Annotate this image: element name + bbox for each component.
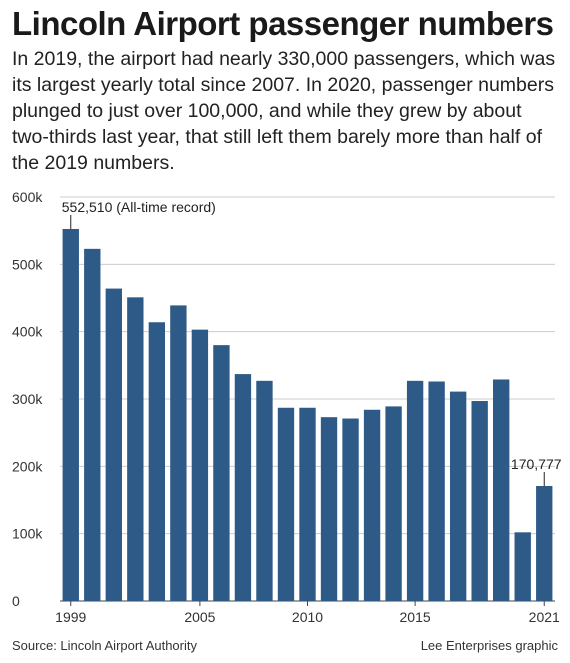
y-tick-label: 100k bbox=[12, 526, 43, 542]
y-tick-label: 0 bbox=[12, 593, 20, 609]
x-axis: 1999 2005 2010 2015 2021 bbox=[55, 601, 560, 625]
bar-2001 bbox=[105, 288, 122, 601]
bar-2021 bbox=[536, 486, 553, 601]
bar-2009 bbox=[277, 407, 295, 601]
bar-2003 bbox=[148, 322, 166, 601]
source-note: Source: Lincoln Airport Authority bbox=[12, 638, 197, 653]
y-tick-label: 300k bbox=[12, 391, 43, 407]
bar-2007 bbox=[234, 374, 252, 601]
annotations: 552,510 (All-time record) 170,777 bbox=[62, 199, 562, 487]
annotation-label: 170,777 bbox=[511, 456, 562, 472]
bar-chart: 0 100k 200k 300k 400k 500k 600k 1999 2005 2010 20… bbox=[12, 189, 562, 625]
bar-2014 bbox=[385, 406, 402, 601]
bar-2020 bbox=[514, 532, 531, 601]
bar-2016 bbox=[428, 381, 445, 601]
bar-2000 bbox=[84, 248, 101, 601]
chart-title: Lincoln Airport passenger numbers bbox=[12, 5, 554, 42]
bar-2012 bbox=[342, 418, 359, 601]
bar-2005 bbox=[191, 329, 209, 601]
bar-2019 bbox=[493, 379, 510, 601]
x-tick-label: 2021 bbox=[529, 609, 560, 625]
x-tick-label: 1999 bbox=[55, 609, 86, 625]
y-tick-label: 600k bbox=[12, 189, 43, 205]
annotation-label: 552,510 (All-time record) bbox=[62, 199, 216, 215]
bar-1999 bbox=[62, 228, 79, 601]
y-tick-label: 200k bbox=[12, 458, 43, 474]
bar-2018 bbox=[471, 401, 488, 601]
y-tick-label: 500k bbox=[12, 256, 43, 272]
bar-2010 bbox=[299, 407, 316, 601]
chart-subtitle: In 2019, the airport had nearly 330,000 … bbox=[12, 48, 556, 174]
bar-2015 bbox=[406, 380, 424, 601]
credit-note: Lee Enterprises graphic bbox=[420, 638, 558, 653]
x-tick-label: 2010 bbox=[292, 609, 323, 625]
bar-2002 bbox=[127, 297, 144, 601]
x-tick-label: 2005 bbox=[184, 609, 215, 625]
bar-2011 bbox=[320, 417, 338, 601]
bars bbox=[62, 228, 553, 601]
bar-2006 bbox=[213, 345, 230, 601]
x-tick-label: 2015 bbox=[400, 609, 431, 625]
bar-2013 bbox=[363, 409, 381, 601]
y-axis: 0 100k 200k 300k 400k 500k 600k bbox=[12, 189, 43, 609]
y-tick-label: 400k bbox=[12, 324, 43, 340]
bar-2008 bbox=[256, 380, 273, 601]
bar-2017 bbox=[449, 391, 467, 601]
bar-2004 bbox=[170, 305, 187, 601]
